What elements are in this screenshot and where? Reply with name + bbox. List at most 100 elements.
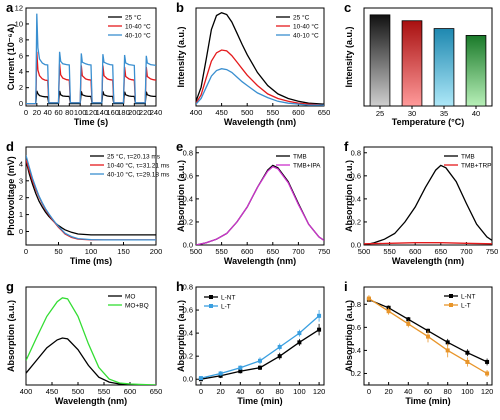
x-tick-label: 100 xyxy=(461,387,474,396)
y-axis-label-i: Absorption (a.u.) xyxy=(344,300,354,372)
legend-marker xyxy=(209,295,213,299)
x-tick-label: 500 xyxy=(190,247,203,256)
legend-label: 10-40 °C xyxy=(125,23,151,31)
y-axis-label-h: Absorption (a.u.) xyxy=(176,300,186,372)
y-tick-label: 0.4 xyxy=(183,194,193,203)
x-tick-label: 25 xyxy=(376,109,384,118)
data-point xyxy=(198,376,203,381)
panel-label-g: g xyxy=(6,279,14,294)
panel-label-h: h xyxy=(176,279,184,294)
x-axis-label-f: Wavelength (nm) xyxy=(392,256,464,266)
y-tick-label: 0.6 xyxy=(183,306,193,315)
y-tick-label: 1 xyxy=(19,210,23,219)
data-point xyxy=(297,340,302,345)
legend-label: 25 °C xyxy=(125,14,142,22)
x-tick-label: 40 xyxy=(43,108,51,117)
x-axis-label-e: Wavelength (nm) xyxy=(224,256,296,266)
x-tick-label: 30 xyxy=(408,109,416,118)
y-tick-label: 6 xyxy=(19,51,23,60)
x-tick-label: 100 xyxy=(74,108,87,117)
y-tick-label: 8 xyxy=(19,35,23,44)
panel-b: b Wavelength (nm) Intensity (a.u.) 400 450 50… xyxy=(176,0,330,127)
legend-label: 40-10 °C xyxy=(125,32,151,40)
data-point xyxy=(426,334,430,339)
y-tick-label: 0.2 xyxy=(183,352,193,361)
data-point xyxy=(277,344,282,349)
x-tick-label: 400 xyxy=(20,387,33,396)
y-axis-label-f: Absorption (a.u.) xyxy=(344,160,354,232)
y-tick-label: 10 xyxy=(15,19,23,28)
x-tick-label: 0 xyxy=(199,387,203,396)
y-tick-label: 12 xyxy=(15,4,23,13)
x-tick-label: 0 xyxy=(24,108,28,117)
series-line-f-0 xyxy=(364,164,492,245)
legend-marker xyxy=(449,303,453,307)
data-point xyxy=(366,296,371,301)
data-point xyxy=(297,331,302,336)
bar-30 xyxy=(401,20,423,107)
x-axis-label-g: Wavelength (nm) xyxy=(55,396,127,406)
y-tick-label: 0.6 xyxy=(183,171,193,180)
plot-frame-g xyxy=(25,286,157,386)
y-axis-label-d: Photovoltage (mV) xyxy=(6,156,16,236)
data-point xyxy=(445,348,450,353)
y-tick-label: 4 xyxy=(19,67,23,76)
panel-label-c: c xyxy=(344,0,351,15)
legend-label: TMB+TRP xyxy=(461,163,492,170)
y-tick-label: 4 xyxy=(19,159,23,168)
legend-label: 25 °C, τ=20.13 ms xyxy=(107,153,161,161)
x-tick-label: 100 xyxy=(293,387,306,396)
legend-label: 40-10 °C xyxy=(293,32,319,40)
panel-label-e: e xyxy=(176,139,183,154)
data-point xyxy=(485,371,490,376)
panel-i: i Time (min) Absorption (a.u.) 0 20 40 60 80 100… xyxy=(344,279,493,406)
x-tick-label: 500 xyxy=(241,108,254,117)
x-tick-label: 550 xyxy=(383,247,396,256)
x-tick-label: 700 xyxy=(460,247,473,256)
x-tick-label: 60 xyxy=(256,387,264,396)
x-tick-label: 700 xyxy=(292,247,305,256)
y-tick-label: 0.8 xyxy=(183,283,193,292)
data-point xyxy=(406,321,411,326)
data-point xyxy=(218,371,223,376)
legend-label: TMB xyxy=(293,154,307,161)
legend-label: L-NT xyxy=(461,294,475,301)
x-tick-label: 40 xyxy=(236,387,244,396)
y-tick-label: 0.6 xyxy=(351,323,361,332)
x-tick-label: 20 xyxy=(216,387,224,396)
legend-label: L-T xyxy=(461,303,471,310)
series-line-b-0 xyxy=(196,11,324,105)
y-tick-label: 0.0 xyxy=(351,241,361,250)
plot-frame-c xyxy=(363,7,493,107)
series-line-a-2 xyxy=(26,13,156,105)
plot-frame-h xyxy=(195,286,325,386)
y-tick-label: 2 xyxy=(19,193,23,202)
y-tick-label: 3 xyxy=(19,176,23,185)
plot-frame-e xyxy=(195,146,325,246)
x-tick-label: 600 xyxy=(241,247,254,256)
y-tick-label: 0.0 xyxy=(183,241,193,250)
y-tick-label: 0.4 xyxy=(351,346,361,355)
x-tick-label: 200 xyxy=(150,247,163,256)
x-tick-label: 550 xyxy=(215,247,228,256)
x-tick-label: 20 xyxy=(33,108,41,117)
data-point xyxy=(485,359,490,364)
series-line-b-2 xyxy=(196,68,324,106)
x-axis-label-b: Wavelength (nm) xyxy=(224,117,296,127)
x-tick-label: 0 xyxy=(24,247,28,256)
x-tick-label: 80 xyxy=(65,108,73,117)
x-tick-label: 650 xyxy=(435,247,448,256)
data-point xyxy=(258,365,262,370)
x-tick-label: 40 xyxy=(404,387,412,396)
legend-label: L-T xyxy=(221,304,231,311)
plot-frame-f xyxy=(363,146,493,246)
y-tick-label: 0.2 xyxy=(183,217,193,226)
panel-label-d: d xyxy=(6,139,14,154)
x-tick-label: 80 xyxy=(276,387,284,396)
y-tick-label: 0.8 xyxy=(351,148,361,157)
series-line-f-1 xyxy=(364,242,492,245)
x-tick-label: 600 xyxy=(292,108,305,117)
x-tick-label: 500 xyxy=(358,247,371,256)
x-axis-label-a: Time (s) xyxy=(74,117,108,127)
